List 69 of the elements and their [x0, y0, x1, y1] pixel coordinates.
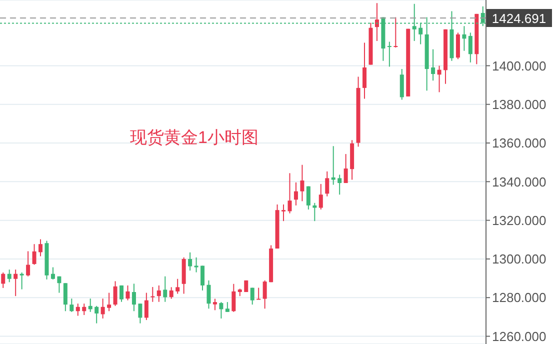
- candlestick: [294, 182, 298, 206]
- candlestick: [318, 183, 323, 210]
- candlestick: [120, 284, 124, 302]
- candlestick: [312, 202, 317, 222]
- candlestick: [38, 238, 43, 257]
- candlestick: [232, 283, 236, 312]
- candlestick: [282, 204, 286, 222]
- candlestick: [76, 303, 80, 316]
- candlestick: [169, 286, 174, 300]
- annotation: 现货黄金1小时图: [130, 127, 258, 149]
- y-tick-label: 1260.000: [492, 328, 546, 344]
- candlestick: [306, 186, 310, 210]
- candlestick: [14, 269, 18, 297]
- candlestick: [206, 280, 211, 310]
- ref-line-label: 1424.691: [492, 10, 546, 26]
- candlestick: [163, 276, 168, 302]
- candlestick: [194, 256, 198, 273]
- candlestick: [113, 280, 118, 306]
- candlestick: [394, 16, 398, 48]
- candlestick: [250, 287, 254, 306]
- candlestick: [50, 266, 55, 280]
- candlestick: [256, 287, 261, 300]
- candlestick: [1, 272, 6, 288]
- candlestick: [288, 172, 292, 214]
- candlestick: [138, 303, 142, 324]
- y-tick-label: 1320.000: [492, 212, 546, 228]
- candlestick: [26, 250, 30, 277]
- candlestick: [144, 292, 148, 321]
- candlestick: [344, 154, 348, 184]
- candlestick: [70, 298, 74, 312]
- candlestick: [32, 244, 36, 266]
- candlestick: [100, 298, 105, 319]
- candlestick: [107, 292, 112, 312]
- y-tick-label: 1300.000: [492, 252, 546, 267]
- candlestick: [400, 68, 404, 100]
- candlestick: [374, 2, 379, 42]
- candlestick: [456, 32, 460, 60]
- candlestick: [362, 42, 367, 100]
- candlestick: [212, 298, 217, 311]
- y-tick-label: 1400.000: [492, 58, 546, 74]
- candlestick: [188, 252, 192, 272]
- y-tick-label: 1380.000: [492, 96, 546, 112]
- candlestick: [126, 284, 130, 301]
- candlestick: [156, 284, 161, 302]
- candlestick: [63, 282, 68, 312]
- candlestick: [82, 303, 86, 316]
- candlestick: [88, 298, 92, 312]
- candlestick: [468, 32, 472, 63]
- y-tick-label: 1340.000: [492, 174, 546, 190]
- candlestick: [7, 269, 12, 283]
- candlestick: [437, 65, 442, 93]
- candlestick: [431, 48, 436, 82]
- candlestick: [462, 26, 466, 52]
- candlestick: [262, 280, 267, 310]
- candlestick: [219, 302, 224, 319]
- candlestick: [20, 272, 24, 290]
- candlestick: [150, 286, 155, 302]
- candlestick: [300, 164, 304, 202]
- candlestick: [225, 302, 230, 312]
- candlestick: [132, 283, 136, 312]
- y-tick-label: 1360.000: [492, 136, 546, 151]
- candlestick: [94, 305, 99, 324]
- candlestick: [338, 174, 342, 196]
- candlestick: [325, 170, 330, 197]
- candlestick: [387, 41, 392, 68]
- candlestick: [176, 278, 180, 294]
- candlestick: [200, 265, 205, 291]
- candlestick: [57, 276, 62, 294]
- y-tick-label: 1280.000: [492, 290, 546, 306]
